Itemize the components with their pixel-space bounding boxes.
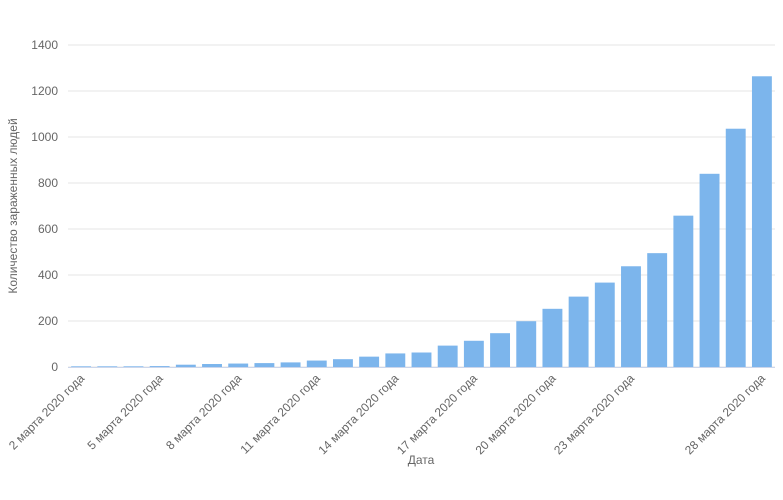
- bar: [385, 353, 406, 367]
- x-tick-label: 5 марта 2020 года: [84, 371, 166, 453]
- bar: [725, 128, 746, 367]
- bar: [280, 362, 301, 367]
- bar: [699, 173, 720, 367]
- y-tick-label: 600: [38, 222, 58, 236]
- bar: [490, 333, 511, 367]
- x-tick-label: 23 марта 2020 года: [551, 371, 637, 457]
- y-tick-label: 1200: [31, 84, 58, 98]
- bar: [254, 363, 275, 367]
- x-tick-label: 28 марта 2020 года: [682, 371, 768, 457]
- x-tick-label: 11 марта 2020 года: [238, 371, 324, 457]
- bar: [621, 266, 641, 367]
- y-tick-label: 0: [51, 360, 58, 374]
- bar: [751, 76, 772, 367]
- y-tick-label: 200: [38, 314, 58, 328]
- y-tick-label: 1400: [31, 38, 58, 52]
- y-tick-label: 400: [38, 268, 58, 282]
- bar: [359, 356, 380, 367]
- bar: [673, 215, 694, 367]
- bar: [149, 366, 170, 367]
- bar: [542, 308, 563, 367]
- x-axis-title: Дата: [408, 453, 435, 467]
- bar: [332, 359, 353, 367]
- bar: [647, 253, 668, 367]
- y-tick-label: 1000: [31, 130, 58, 144]
- x-tick-label: 20 марта 2020 года: [473, 371, 559, 457]
- x-tick-label: 17 марта 2020 года: [394, 371, 480, 457]
- bar: [594, 282, 615, 367]
- y-axis-title: Количество зараженных людей: [6, 118, 20, 293]
- bar: [463, 340, 484, 367]
- bar: [123, 366, 144, 367]
- bar: [568, 296, 589, 367]
- bar: [437, 345, 458, 367]
- bar: [306, 360, 327, 367]
- x-tick-label: 2 марта 2020 года: [6, 371, 88, 453]
- bar: [228, 363, 249, 367]
- bar: [411, 352, 432, 367]
- bar: [202, 364, 222, 367]
- bar: [516, 321, 537, 367]
- y-tick-label: 800: [38, 176, 58, 190]
- bar: [175, 364, 196, 367]
- x-tick-label: 14 марта 2020 года: [315, 371, 401, 457]
- x-tick-label: 8 марта 2020 года: [163, 371, 245, 453]
- bar: [71, 366, 92, 367]
- bar: [97, 366, 118, 367]
